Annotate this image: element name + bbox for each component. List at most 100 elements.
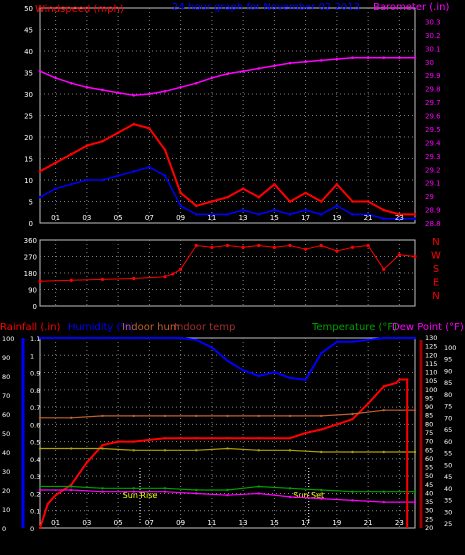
y-tick-dew-point: 30 <box>444 508 452 516</box>
windspeed-point <box>335 204 339 208</box>
humidity-point <box>304 378 307 381</box>
windspeed-point <box>288 213 292 216</box>
humidity-point <box>195 338 198 342</box>
wind-gust-point <box>257 195 261 199</box>
indoor-temp-point <box>226 447 229 450</box>
wind-direction-point <box>382 267 386 271</box>
rainfall-point <box>366 402 370 405</box>
humidity-point <box>179 336 182 340</box>
x-tick-label: 11 <box>207 519 216 527</box>
barometer-point <box>116 91 120 94</box>
indoor-hum-point <box>382 409 385 412</box>
y-tick-rainfall: 0.5 <box>30 439 40 447</box>
y-tick-temperature: 20 <box>425 524 433 532</box>
indoor-hum-point <box>38 416 42 419</box>
wind-direction-point <box>319 243 323 248</box>
windspeed-axis-label: Windspeed (mph) <box>35 4 124 15</box>
compass-label: S <box>433 264 439 275</box>
wind-gust-point <box>132 122 136 126</box>
y-tick-dew-point: 90 <box>444 367 452 375</box>
series-layer <box>38 243 417 283</box>
rainfall-point <box>101 443 104 447</box>
indoor-temp-point <box>101 447 104 450</box>
rainfall-point <box>226 436 229 440</box>
dew-point-point <box>257 492 260 495</box>
y-tick-barometer: 29.7 <box>425 99 441 107</box>
x-tick-label: 17 <box>301 519 310 527</box>
y-tick-temperature: 120 <box>425 351 437 359</box>
y-tick-humidity: 60 <box>2 411 10 419</box>
temperature-point <box>226 488 229 492</box>
wind-direction-point <box>366 243 370 248</box>
wind-gust-point <box>319 200 323 203</box>
barometer-axis-label: Barometer (.in) <box>373 2 449 13</box>
x-tick-label: 23 <box>395 214 404 222</box>
temperature-point <box>70 485 73 488</box>
indoor-hum-point <box>132 414 135 418</box>
indoor-temp-point <box>413 450 417 454</box>
y-tick-dew-point: 75 <box>444 403 452 411</box>
indoor-temp-point <box>163 449 167 452</box>
sun-set-label: Sun Set <box>293 491 324 500</box>
y-tick-barometer: 30.3 <box>425 18 441 26</box>
y-tick-dew-point: 100 <box>444 344 456 352</box>
y-tick-temperature: 110 <box>425 369 437 377</box>
indoor-temp-point <box>320 450 323 454</box>
tick-labels: 00.10.20.30.40.50.60.70.80.911.101020304… <box>2 334 456 533</box>
barometer-point <box>226 72 229 76</box>
indoor-hum-point <box>195 414 198 418</box>
y-tick-dew-point: 85 <box>444 379 452 387</box>
barometer-point <box>85 85 89 89</box>
y-tick-barometer: 29.1 <box>425 180 441 188</box>
wind-direction-point <box>350 245 355 249</box>
indoor-temp-point <box>195 449 198 452</box>
windspeed-point <box>382 217 386 220</box>
humidity-point <box>320 352 323 355</box>
y-tick-barometer: 28.8 <box>425 220 441 228</box>
x-tick-label: 01 <box>51 519 60 527</box>
humidity-point <box>335 340 339 343</box>
indoor-hum-point <box>288 414 292 418</box>
indoor-temp-point <box>382 450 385 454</box>
rainfall-point <box>54 493 57 497</box>
y-tick-windspeed: 30 <box>24 91 33 99</box>
wind-gust-point <box>273 183 276 186</box>
sun-markers: Sun Rise Sun Set <box>123 468 324 524</box>
y-tick-humidity: 40 <box>2 449 10 457</box>
wind-direction-point <box>413 254 417 259</box>
compass-label: N <box>432 237 439 248</box>
barometer-point <box>335 57 339 61</box>
humidity-point <box>413 336 417 340</box>
temperature-point <box>320 488 323 492</box>
wind-direction-point <box>163 275 167 279</box>
wind-direction-point <box>257 243 261 248</box>
barometer-point <box>319 59 323 62</box>
wind-gust-point <box>38 170 42 173</box>
barometer-point <box>179 85 182 89</box>
y-tick-windspeed: 25 <box>24 113 33 121</box>
indoor-temp-point <box>288 449 292 452</box>
humidity-point <box>70 336 73 340</box>
x-tick-label: 07 <box>145 214 154 222</box>
wind-gust-point <box>163 148 167 152</box>
x-tick-label: 13 <box>239 214 248 222</box>
barometer-point <box>210 76 214 80</box>
plot-frame <box>39 337 416 529</box>
indoor-temp-point <box>351 450 354 454</box>
windspeed-point <box>210 213 214 216</box>
barometer-point <box>351 56 354 60</box>
y-tick-temperature: 85 <box>425 412 433 420</box>
wind-gust-point <box>398 213 401 216</box>
y-tick-windspeed: 50 <box>24 5 33 13</box>
y-tick-humidity: 70 <box>2 392 10 400</box>
y-tick-rainfall: 0.9 <box>30 370 40 378</box>
dew-point-point <box>163 490 167 493</box>
y-tick-rainfall: 0.3 <box>30 473 40 481</box>
tick-labels: 0510152025303540455028.828.92929.129.229… <box>24 5 441 228</box>
rainfall-point <box>195 436 198 440</box>
dew-point-point <box>195 492 198 495</box>
wind-gust-point <box>194 204 198 208</box>
wind-direction-point <box>397 253 401 257</box>
y-tick-barometer: 29.4 <box>425 139 441 147</box>
x-tick-label: 07 <box>145 519 154 527</box>
